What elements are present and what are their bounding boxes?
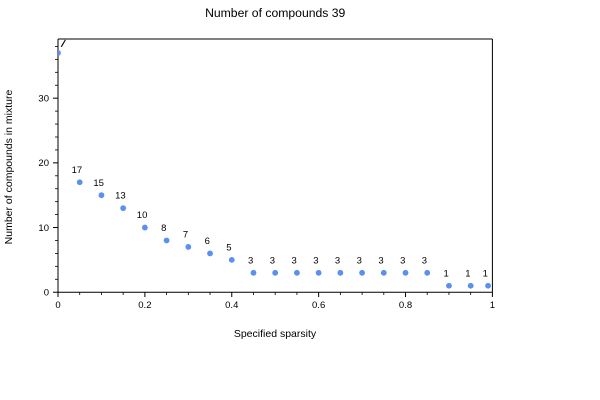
- svg-text:1: 1: [490, 300, 495, 311]
- svg-text:0: 0: [44, 288, 49, 299]
- svg-text:0: 0: [55, 300, 60, 311]
- svg-text:13: 13: [115, 191, 126, 202]
- svg-text:0.2: 0.2: [138, 300, 151, 311]
- svg-text:1: 1: [483, 268, 488, 279]
- svg-text:6: 6: [205, 236, 210, 247]
- svg-text:20: 20: [38, 158, 49, 169]
- svg-text:3: 3: [270, 255, 275, 266]
- svg-text:15: 15: [93, 178, 104, 189]
- svg-text:3: 3: [400, 255, 405, 266]
- svg-text:1: 1: [465, 268, 470, 279]
- svg-text:3: 3: [378, 255, 383, 266]
- svg-text:7: 7: [183, 230, 188, 241]
- svg-text:Specified sparsity: Specified sparsity: [234, 328, 317, 340]
- svg-text:3: 3: [313, 255, 318, 266]
- svg-text:3: 3: [248, 255, 253, 266]
- svg-text:3: 3: [422, 255, 427, 266]
- svg-text:Number of compounds in mixture: Number of compounds in mixture: [3, 90, 15, 245]
- svg-text:10: 10: [38, 223, 49, 234]
- svg-text:1: 1: [444, 268, 449, 279]
- svg-text:Number of compounds 39: Number of compounds 39: [205, 6, 345, 20]
- svg-text:5: 5: [226, 242, 231, 253]
- svg-text:3: 3: [335, 255, 340, 266]
- svg-text:0.8: 0.8: [399, 300, 412, 311]
- svg-text:8: 8: [161, 223, 166, 234]
- svg-text:17: 17: [72, 165, 83, 176]
- svg-text:10: 10: [137, 210, 148, 221]
- svg-text:3: 3: [357, 255, 362, 266]
- svg-text:0.4: 0.4: [225, 300, 238, 311]
- svg-text:3: 3: [291, 255, 296, 266]
- svg-text:30: 30: [38, 93, 49, 104]
- svg-text:0.6: 0.6: [312, 300, 325, 311]
